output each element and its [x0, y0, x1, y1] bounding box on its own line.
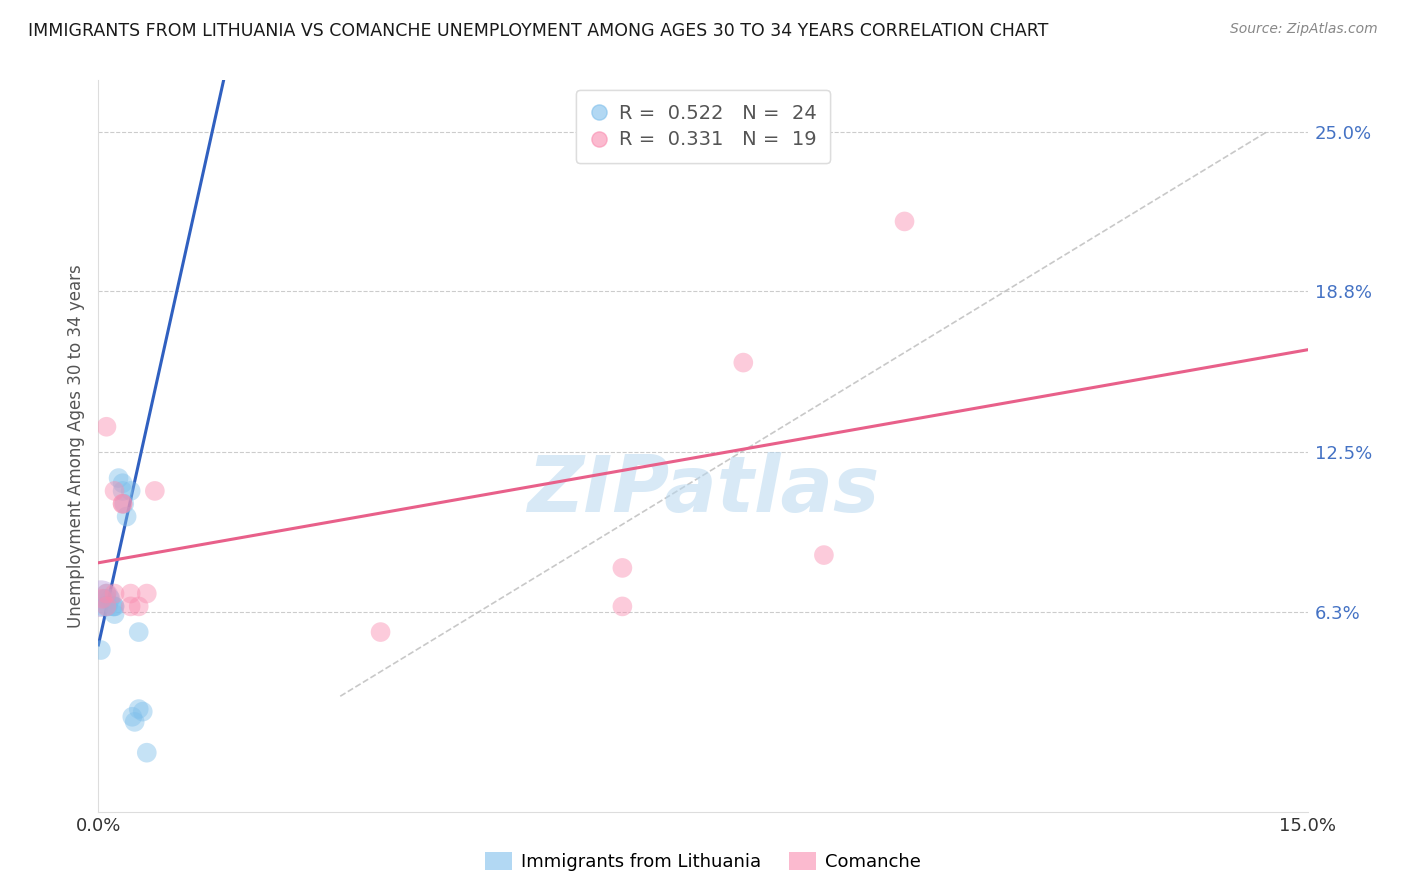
Point	[91, 599, 114, 614]
Point	[135, 746, 157, 760]
Point	[96, 586, 118, 600]
Point	[90, 591, 112, 606]
Text: ZIPatlas: ZIPatlas	[527, 452, 879, 528]
Point	[107, 471, 129, 485]
Point	[91, 591, 114, 606]
Text: IMMIGRANTS FROM LITHUANIA VS COMANCHE UNEMPLOYMENT AMONG AGES 30 TO 34 YEARS COR: IMMIGRANTS FROM LITHUANIA VS COMANCHE UN…	[28, 22, 1049, 40]
Point	[112, 497, 135, 511]
Point	[100, 591, 122, 606]
Point	[111, 483, 134, 498]
Text: Source: ZipAtlas.com: Source: ZipAtlas.com	[1230, 22, 1378, 37]
Point	[103, 483, 125, 498]
Point	[93, 591, 115, 606]
Point	[96, 591, 118, 606]
Legend: R =  0.522   N =  24, R =  0.331   N =  19: R = 0.522 N = 24, R = 0.331 N = 19	[576, 90, 830, 162]
Point	[103, 599, 125, 614]
Point	[612, 599, 634, 614]
Point	[97, 599, 120, 614]
Point	[143, 483, 166, 498]
Point	[103, 586, 125, 600]
Point	[128, 702, 150, 716]
Point	[893, 214, 915, 228]
Point	[733, 355, 755, 369]
Point	[120, 586, 142, 600]
Point	[103, 607, 125, 621]
Point	[128, 599, 150, 614]
Point	[124, 714, 146, 729]
Point	[121, 710, 143, 724]
Point	[111, 497, 134, 511]
Point	[96, 586, 118, 600]
Point	[103, 599, 125, 614]
Point	[90, 643, 112, 657]
Point	[120, 483, 142, 498]
Point	[96, 599, 118, 614]
Point	[370, 625, 392, 640]
Point	[120, 599, 142, 614]
Point	[115, 509, 138, 524]
Point	[132, 705, 155, 719]
Point	[813, 548, 835, 562]
Point	[111, 476, 134, 491]
Y-axis label: Unemployment Among Ages 30 to 34 years: Unemployment Among Ages 30 to 34 years	[66, 264, 84, 628]
Point	[96, 599, 118, 614]
Point	[135, 586, 157, 600]
Point	[111, 497, 134, 511]
Legend: Immigrants from Lithuania, Comanche: Immigrants from Lithuania, Comanche	[478, 845, 928, 879]
Point	[101, 599, 124, 614]
Point	[96, 419, 118, 434]
Point	[128, 625, 150, 640]
Point	[612, 561, 634, 575]
